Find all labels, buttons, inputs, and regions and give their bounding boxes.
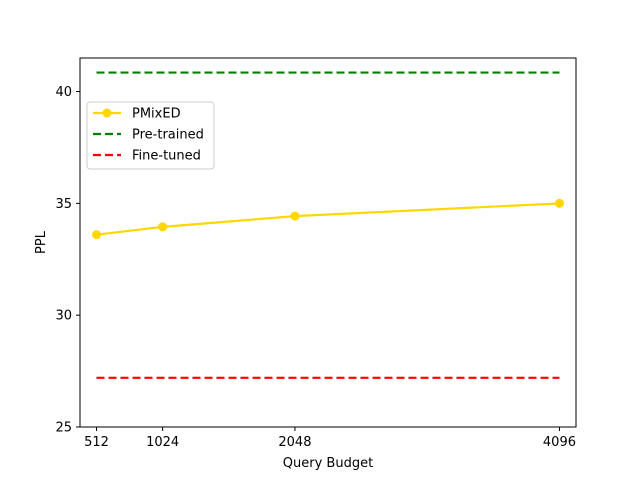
y-axis-ticks: 25 30 35 40 <box>55 85 80 436</box>
series-layer <box>92 71 564 379</box>
series-line-pmixed <box>96 202 560 236</box>
legend-box <box>86 101 215 170</box>
x-tick-label: 2048 <box>278 435 311 450</box>
plot-frame <box>79 57 577 428</box>
data-point-pmixed <box>158 222 168 232</box>
y-tick-label: 30 <box>55 309 72 324</box>
y-tick-label: 25 <box>55 421 72 436</box>
legend-marker-pmixed <box>102 108 112 118</box>
legend: PMixED Pre-trained Fine-tuned <box>86 101 215 170</box>
data-point-pmixed <box>554 198 564 208</box>
legend-label-pmixed: PMixED <box>132 107 181 122</box>
x-tick-label: 512 <box>84 435 109 450</box>
legend-label-pre-trained: Pre-trained <box>132 128 204 143</box>
legend-label-fine-tuned: Fine-tuned <box>132 149 201 164</box>
data-point-pmixed <box>92 230 102 240</box>
x-axis-ticks: 512 1024 2048 4096 <box>84 427 576 450</box>
y-tick-label: 35 <box>55 197 72 212</box>
data-point-pmixed <box>290 211 300 221</box>
y-tick-label: 40 <box>55 85 72 100</box>
x-axis-label: Query Budget <box>283 456 373 471</box>
x-tick-label: 1024 <box>146 435 179 450</box>
x-tick-label: 4096 <box>543 435 576 450</box>
y-axis-label: PPL <box>34 230 49 254</box>
